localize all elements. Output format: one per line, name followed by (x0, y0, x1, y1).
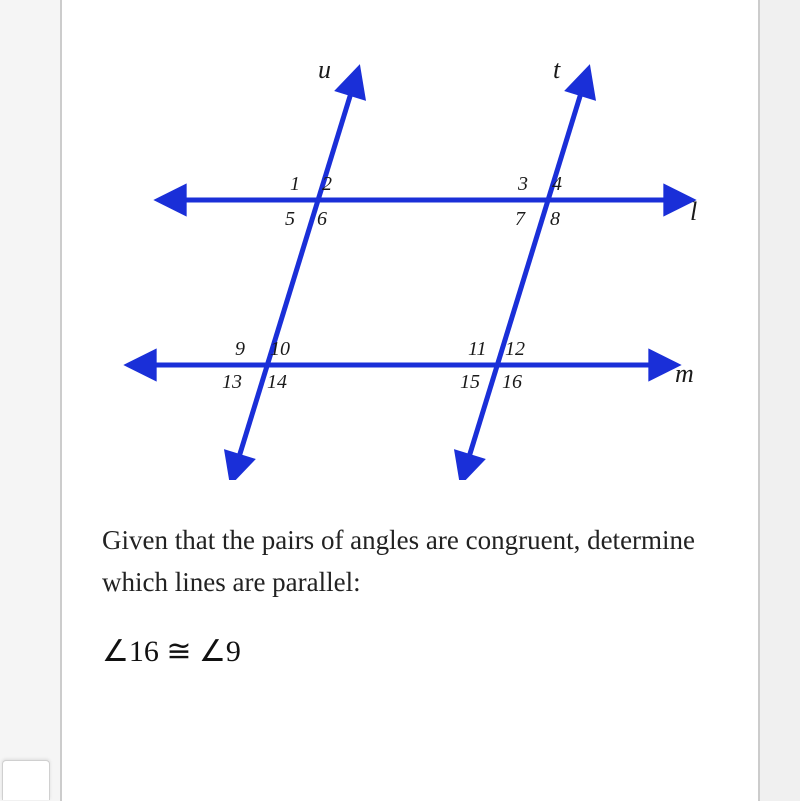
question-prompt: Given that the pairs of angles are congr… (102, 520, 718, 604)
page-margin (0, 0, 60, 801)
diagram-svg: l m u t 1 2 5 6 3 4 7 8 9 10 13 14 11 12… (110, 50, 710, 480)
angle-7: 7 (515, 208, 526, 230)
angle-9: 9 (235, 338, 245, 360)
angle-13: 13 (222, 371, 242, 393)
geometry-diagram: l m u t 1 2 5 6 3 4 7 8 9 10 13 14 11 12… (110, 50, 710, 480)
angle-12: 12 (505, 338, 525, 360)
angle-16: 16 (502, 371, 522, 393)
angle-2: 2 (322, 173, 332, 195)
angle-15: 15 (460, 371, 480, 393)
angle-3: 3 (517, 173, 528, 195)
angle-1: 1 (290, 173, 300, 195)
label-line-l: l (690, 197, 697, 226)
angle-8: 8 (550, 208, 560, 230)
angle-11: 11 (468, 338, 487, 360)
angle-6: 6 (317, 208, 327, 230)
congruence-expression: ∠16 ≅ ∠9 (102, 634, 718, 669)
label-line-m: m (675, 359, 694, 388)
label-line-u: u (318, 55, 331, 84)
label-line-t: t (553, 55, 561, 84)
angle-14: 14 (267, 371, 287, 393)
line-t (465, 80, 585, 470)
line-u (235, 80, 355, 470)
angle-4: 4 (552, 173, 562, 195)
angle-5: 5 (285, 208, 295, 230)
nav-button-frame[interactable] (2, 760, 50, 800)
angle-10: 10 (270, 338, 290, 360)
page-content: l m u t 1 2 5 6 3 4 7 8 9 10 13 14 11 12… (60, 0, 760, 801)
